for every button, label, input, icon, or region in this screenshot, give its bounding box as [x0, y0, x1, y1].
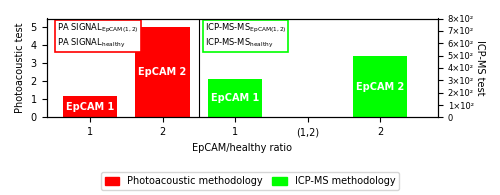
Bar: [63, 96, 117, 117]
Text: EpCAM 2: EpCAM 2: [356, 82, 404, 91]
Text: ICP-MS-MS$_{\mathregular{EpCAM (1,2)}}$
ICP-MS-MS$_{\mathregular{healthy}}$: ICP-MS-MS$_{\mathregular{EpCAM (1,2)}}$ …: [204, 22, 286, 50]
X-axis label: EpCAM/healthy ratio: EpCAM/healthy ratio: [192, 143, 292, 153]
Y-axis label: ICP-MS test: ICP-MS test: [475, 40, 485, 96]
Legend: Photoacoustic methodology, ICP-MS methodology: Photoacoustic methodology, ICP-MS method…: [101, 172, 399, 190]
Text: EpCAM 1: EpCAM 1: [66, 102, 114, 112]
Text: PA SIGNAL$_{\mathregular{EpCAM (1,2)}}$
PA SIGNAL$_{\mathregular{healthy}}$: PA SIGNAL$_{\mathregular{EpCAM (1,2)}}$ …: [58, 22, 139, 50]
Bar: [136, 27, 190, 117]
Bar: [208, 79, 262, 117]
Bar: [353, 56, 407, 117]
Text: EpCAM 1: EpCAM 1: [211, 93, 259, 103]
Text: EpCAM 2: EpCAM 2: [138, 67, 186, 77]
Y-axis label: Photoacoustic test: Photoacoustic test: [15, 23, 25, 113]
